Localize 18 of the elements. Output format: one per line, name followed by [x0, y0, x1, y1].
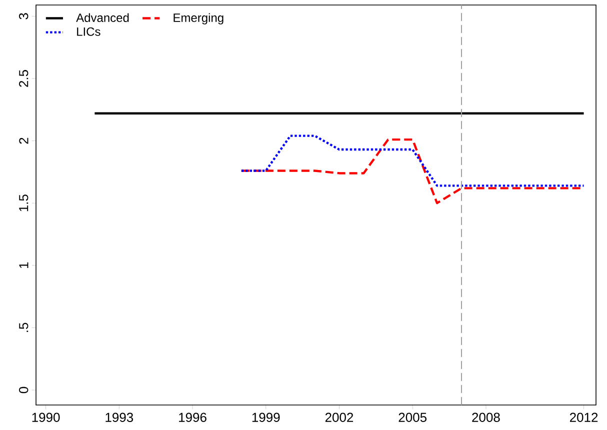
legend-label: LICs: [77, 27, 100, 36]
y-tick-label: 2.5: [19, 70, 28, 87]
x-tick-label: 2008: [472, 412, 500, 422]
x-tick-label: 1993: [106, 412, 134, 422]
x-tick-label: 1996: [179, 412, 206, 422]
y-tick-label: 1.5: [19, 194, 28, 212]
y-tick-label: 3: [19, 13, 28, 20]
y-tick-label: 0: [19, 386, 28, 394]
x-tick-label: 1990: [32, 412, 60, 422]
y-tick-label: 2: [19, 138, 28, 144]
x-tick-label: 2005: [398, 412, 426, 422]
y-tick-label: 1: [19, 262, 28, 268]
x-tick-label: 1999: [252, 412, 280, 422]
y-tick-label: .5: [19, 322, 28, 332]
x-tick-label: 2002: [325, 412, 354, 422]
legend-label: Advanced: [76, 13, 129, 22]
x-tick-label: 2012: [570, 412, 598, 422]
legend-label: Emerging: [174, 13, 224, 24]
